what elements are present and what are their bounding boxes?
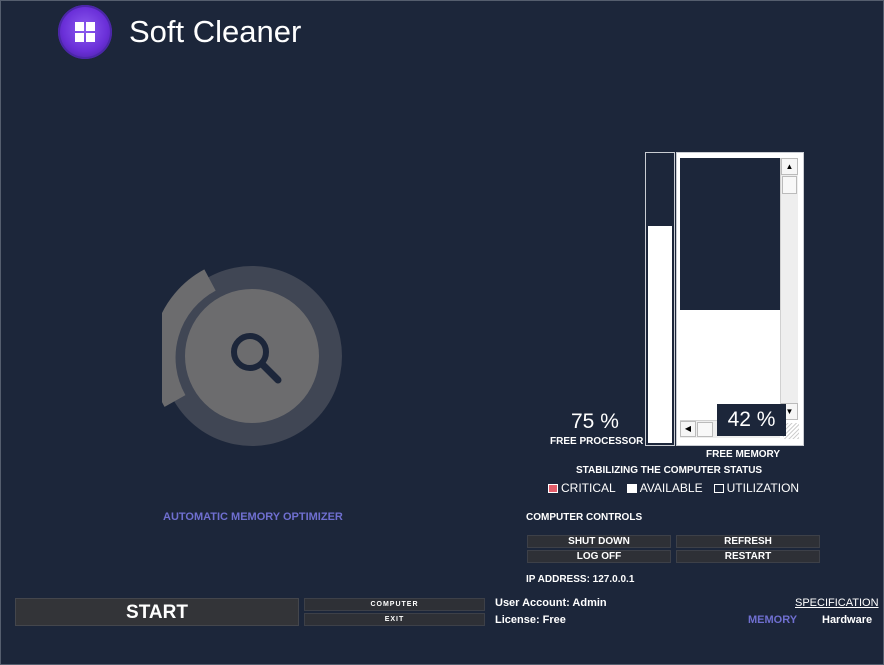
refresh-button[interactable]: REFRESH xyxy=(676,535,820,548)
legend-critical: CRITICAL xyxy=(548,481,616,495)
scroll-up-icon[interactable]: ▲ xyxy=(781,158,798,175)
memory-panel: ▲ ▼ ◀ xyxy=(676,152,804,446)
license-info: License: Free xyxy=(495,614,566,626)
start-button[interactable]: START xyxy=(15,598,299,626)
processor-bar-fill xyxy=(648,226,672,443)
restart-button[interactable]: RESTART xyxy=(676,550,820,563)
app-title: Soft Cleaner xyxy=(129,14,302,49)
memory-used-fill xyxy=(680,158,780,310)
computer-button[interactable]: COMPUTER xyxy=(304,598,485,611)
user-account: User Account: Admin xyxy=(495,597,607,609)
vertical-scrollbar[interactable]: ▲ ▼ xyxy=(780,158,798,420)
app-logo xyxy=(58,5,112,59)
processor-value: 75 % xyxy=(571,410,619,433)
vertical-scroll-thumb[interactable] xyxy=(782,176,797,194)
resize-grip-icon[interactable] xyxy=(783,423,799,439)
memory-label: FREE MEMORY xyxy=(706,449,781,460)
search-icon[interactable] xyxy=(226,328,284,386)
legend-utilization: UTILIZATION xyxy=(713,481,800,495)
legend-utilization-swatch xyxy=(713,483,724,493)
legend-utilization-label: UTILIZATION xyxy=(726,481,800,495)
grid-icon xyxy=(75,22,95,42)
controls-title: COMPUTER CONTROLS xyxy=(526,512,643,523)
legend-critical-swatch xyxy=(548,483,558,493)
memory-graph xyxy=(680,158,780,420)
specification-link[interactable]: SPECIFICATION xyxy=(795,597,879,609)
tab-hardware[interactable]: Hardware xyxy=(822,614,873,626)
exit-button[interactable]: EXIT xyxy=(304,613,485,626)
status-legend: CRITICAL AVAILABLE UTILIZATION xyxy=(548,481,810,495)
status-title: STABILIZING THE COMPUTER STATUS xyxy=(576,465,763,476)
optimizer-dial-arc xyxy=(162,269,217,407)
optimizer-label[interactable]: AUTOMATIC MEMORY OPTIMIZER xyxy=(163,511,343,523)
ip-address: IP ADDRESS: 127.0.0.1 xyxy=(526,574,635,585)
legend-available-swatch xyxy=(626,483,637,493)
scroll-left-icon[interactable]: ◀ xyxy=(680,421,696,437)
horizontal-scroll-thumb[interactable] xyxy=(697,422,713,437)
processor-label: FREE PROCESSOR xyxy=(550,436,644,447)
log-off-button[interactable]: LOG OFF xyxy=(527,550,671,563)
shut-down-button[interactable]: SHUT DOWN xyxy=(527,535,671,548)
legend-available: AVAILABLE xyxy=(626,481,703,495)
memory-value: 42 % xyxy=(717,404,786,436)
legend-available-label: AVAILABLE xyxy=(639,481,703,495)
legend-critical-label: CRITICAL xyxy=(561,481,616,495)
optimizer-dial-center[interactable] xyxy=(185,289,319,423)
tab-memory[interactable]: MEMORY xyxy=(748,614,798,626)
processor-bar xyxy=(645,152,675,446)
